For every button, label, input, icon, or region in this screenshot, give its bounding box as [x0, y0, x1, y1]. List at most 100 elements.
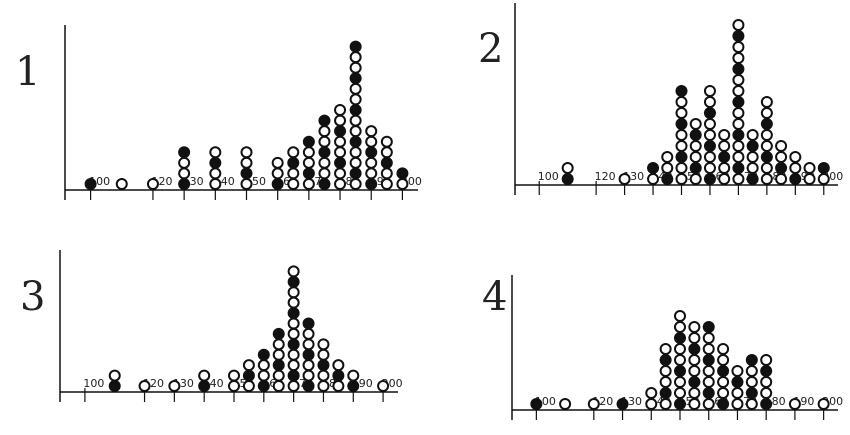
dot-column: [819, 399, 829, 409]
dot: [210, 168, 220, 178]
dot: [675, 344, 685, 354]
dot: [351, 179, 361, 189]
x-tick-label: 100: [83, 377, 104, 390]
dot: [335, 158, 345, 168]
dot: [732, 388, 742, 398]
dot: [289, 277, 299, 287]
dot: [661, 355, 671, 365]
dot: [244, 371, 254, 381]
dot: [210, 147, 220, 157]
dot-column: [589, 399, 599, 409]
dot: [335, 105, 345, 115]
dot: [86, 179, 96, 189]
dot: [704, 388, 714, 398]
dot-column: [776, 141, 786, 184]
dot-column: [704, 322, 714, 409]
dot: [704, 333, 714, 343]
dot: [819, 174, 829, 184]
panel-label: 1: [15, 49, 40, 95]
dot: [304, 168, 314, 178]
dot: [319, 137, 329, 147]
dot-column: [210, 147, 220, 189]
dot: [620, 174, 630, 184]
dot: [762, 108, 772, 118]
dot: [351, 137, 361, 147]
dot: [689, 355, 699, 365]
dot: [397, 168, 407, 178]
dot: [289, 381, 299, 391]
dot: [259, 360, 269, 370]
dot: [762, 163, 772, 173]
dot: [747, 377, 757, 387]
dot: [397, 179, 407, 189]
dot: [719, 130, 729, 140]
panel-label: 3: [20, 274, 45, 320]
dot: [719, 152, 729, 162]
dot: [382, 137, 392, 147]
dot-column: [289, 266, 299, 391]
dot: [110, 371, 120, 381]
dot: [705, 141, 715, 151]
dot: [335, 168, 345, 178]
dot-column: [86, 179, 96, 189]
dot: [718, 377, 728, 387]
dot: [719, 163, 729, 173]
dot: [733, 163, 743, 173]
dot: [761, 388, 771, 398]
dot: [304, 360, 314, 370]
dot: [288, 147, 298, 157]
dot-column: [288, 147, 298, 189]
dot: [335, 126, 345, 136]
dot: [790, 174, 800, 184]
dot: [689, 333, 699, 343]
dot-column: [366, 126, 376, 189]
dot: [733, 31, 743, 41]
dot: [288, 158, 298, 168]
dot-column: [563, 163, 573, 184]
dot: [748, 141, 758, 151]
dot: [689, 399, 699, 409]
dot: [732, 377, 742, 387]
dot: [762, 141, 772, 151]
dot: [677, 141, 687, 151]
panel-label: 2: [478, 26, 503, 72]
dot: [351, 147, 361, 157]
dot: [560, 399, 570, 409]
dot: [274, 329, 284, 339]
dot: [148, 179, 158, 189]
dot: [351, 116, 361, 126]
dot-column: [618, 399, 628, 409]
dot-column: [747, 355, 757, 409]
dot: [704, 322, 714, 332]
dot: [351, 84, 361, 94]
dot-column: [790, 399, 800, 409]
dot: [691, 163, 701, 173]
dot: [733, 174, 743, 184]
dot: [333, 381, 343, 391]
dot: [705, 97, 715, 107]
dot: [289, 287, 299, 297]
dot: [304, 339, 314, 349]
dot: [662, 174, 672, 184]
dot: [733, 53, 743, 63]
dot: [748, 130, 758, 140]
dot: [691, 174, 701, 184]
dot-column: [661, 344, 671, 409]
dot: [762, 174, 772, 184]
dot: [382, 147, 392, 157]
dot: [289, 308, 299, 318]
dot: [319, 179, 329, 189]
dot: [733, 141, 743, 151]
dot: [689, 366, 699, 376]
dot: [662, 152, 672, 162]
dot-plot: 2100120130140150160170180190200: [478, 3, 843, 195]
dot: [318, 350, 328, 360]
dot-column: [110, 371, 120, 391]
dot: [675, 322, 685, 332]
dot: [618, 399, 628, 409]
dot: [229, 381, 239, 391]
dot-column: [761, 355, 771, 409]
dot: [705, 86, 715, 96]
dot: [366, 158, 376, 168]
dot-column: [718, 344, 728, 409]
